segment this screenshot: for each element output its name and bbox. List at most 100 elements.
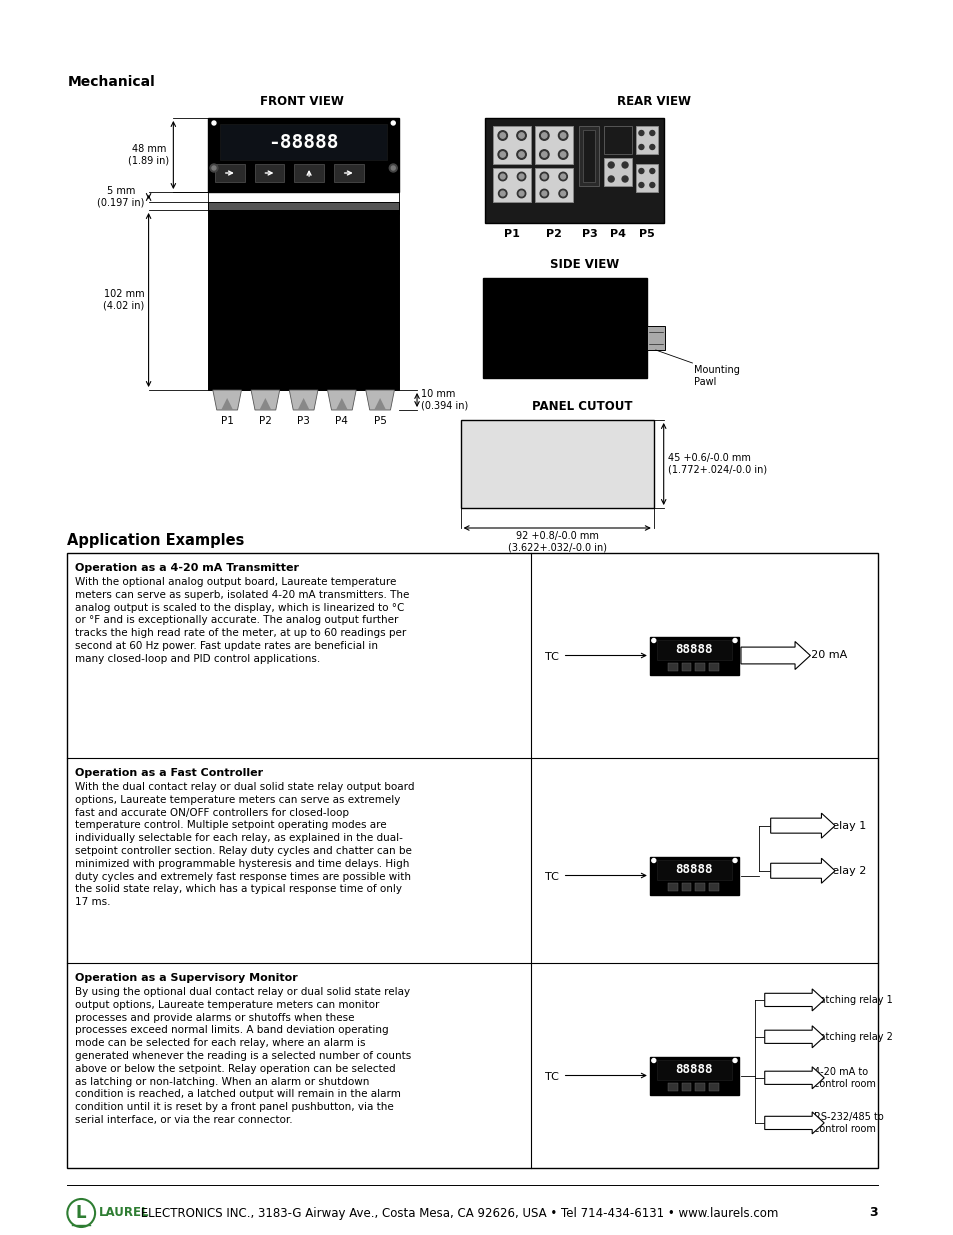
Bar [656, 640, 731, 659]
Text: P2: P2 [545, 228, 561, 240]
Polygon shape [251, 390, 279, 410]
Circle shape [559, 152, 565, 157]
Circle shape [499, 133, 505, 138]
Polygon shape [327, 390, 355, 410]
Text: SIDE VIEW: SIDE VIEW [549, 258, 618, 270]
Polygon shape [764, 1026, 823, 1047]
Circle shape [499, 152, 505, 157]
Bar [656, 1060, 731, 1079]
Circle shape [499, 174, 504, 179]
Circle shape [391, 121, 395, 125]
Bar [220, 124, 387, 161]
Polygon shape [365, 390, 394, 410]
Text: ELECTRONICS INC., 3183-G Airway Ave., Costa Mesa, CA 92626, USA • Tel 714-434-61: ELECTRONICS INC., 3183-G Airway Ave., Co… [136, 1207, 778, 1219]
Text: 3: 3 [868, 1207, 877, 1219]
Text: 4-20 mA: 4-20 mA [800, 651, 847, 661]
Text: Latching relay 2: Latching relay 2 [814, 1031, 892, 1042]
Polygon shape [770, 813, 834, 839]
Text: P4: P4 [610, 228, 625, 240]
Bar [695, 883, 704, 890]
Bar [667, 883, 677, 890]
Circle shape [639, 168, 643, 173]
Circle shape [621, 162, 627, 168]
Bar [636, 126, 657, 154]
Text: L: L [76, 1204, 87, 1221]
Bar [483, 278, 646, 378]
Circle shape [621, 177, 627, 182]
Bar [460, 420, 653, 508]
Circle shape [651, 858, 655, 862]
Circle shape [539, 172, 548, 180]
Text: P4: P4 [335, 416, 348, 426]
Polygon shape [289, 390, 317, 410]
Bar [667, 1083, 677, 1091]
Circle shape [649, 168, 654, 173]
Text: TC: TC [544, 1072, 558, 1083]
Circle shape [518, 152, 524, 157]
Circle shape [518, 191, 523, 196]
Text: FRONT VIEW: FRONT VIEW [260, 95, 344, 107]
Circle shape [651, 1058, 655, 1062]
Text: By using the optional dual contact relay or dual solid state relay
output option: By using the optional dual contact relay… [75, 987, 411, 1125]
Circle shape [541, 133, 546, 138]
Circle shape [539, 131, 549, 141]
Circle shape [517, 131, 526, 141]
Circle shape [499, 191, 504, 196]
Circle shape [517, 189, 525, 198]
Circle shape [558, 172, 567, 180]
Text: 48 mm
(1.89 in): 48 mm (1.89 in) [128, 144, 170, 165]
Text: P2: P2 [258, 416, 272, 426]
Text: Mounting
Pawl: Mounting Pawl [694, 366, 740, 387]
Circle shape [539, 149, 549, 159]
Bar [334, 164, 363, 182]
Bar [603, 158, 631, 186]
Text: 10 mm
(0.394 in): 10 mm (0.394 in) [420, 389, 468, 411]
Circle shape [517, 149, 526, 159]
Polygon shape [764, 989, 823, 1011]
Circle shape [560, 191, 565, 196]
Bar [294, 164, 324, 182]
Bar [636, 164, 657, 191]
Text: Operation as a 4-20 mA Transmitter: Operation as a 4-20 mA Transmitter [75, 563, 299, 573]
Bar [649, 1056, 739, 1094]
Bar [485, 119, 663, 224]
Text: 5 mm
(0.197 in): 5 mm (0.197 in) [97, 186, 145, 207]
Text: P3: P3 [297, 416, 310, 426]
Bar [603, 126, 631, 154]
Text: 92 +0.8/-0.0 mm
(3.622+.032/-0.0 in): 92 +0.8/-0.0 mm (3.622+.032/-0.0 in) [507, 531, 606, 552]
Bar [493, 126, 531, 164]
Polygon shape [221, 398, 233, 410]
Bar [695, 662, 704, 671]
Bar [708, 662, 719, 671]
Bar [254, 164, 284, 182]
Circle shape [608, 177, 614, 182]
Circle shape [558, 189, 567, 198]
Circle shape [541, 174, 546, 179]
Circle shape [539, 189, 548, 198]
Circle shape [68, 1199, 95, 1228]
Polygon shape [259, 398, 271, 410]
Polygon shape [740, 641, 809, 669]
Bar [208, 210, 398, 390]
Circle shape [639, 144, 643, 149]
Text: 96 mm
(3.78 in): 96 mm (3.78 in) [283, 217, 324, 238]
Bar [68, 553, 877, 1168]
Bar [578, 126, 598, 186]
Text: Relay 2: Relay 2 [824, 866, 865, 876]
Polygon shape [764, 1112, 823, 1134]
Text: 88888: 88888 [675, 643, 713, 656]
Text: 88888: 88888 [675, 1063, 713, 1076]
Text: P3: P3 [581, 228, 597, 240]
Text: P5: P5 [639, 228, 654, 240]
Circle shape [541, 152, 546, 157]
Text: P1: P1 [504, 228, 519, 240]
Text: Application Examples: Application Examples [68, 534, 245, 548]
Circle shape [212, 121, 215, 125]
Circle shape [639, 183, 643, 188]
Polygon shape [764, 1067, 823, 1089]
Text: With the dual contact relay or dual solid state relay output board
options, Laur: With the dual contact relay or dual soli… [75, 782, 415, 908]
Text: TOP VIEW: TOP VIEW [259, 225, 325, 238]
Bar [493, 168, 531, 203]
Text: TC: TC [544, 872, 558, 883]
Text: With the optional analog output board, Laureate temperature
meters can serve as : With the optional analog output board, L… [75, 577, 409, 663]
